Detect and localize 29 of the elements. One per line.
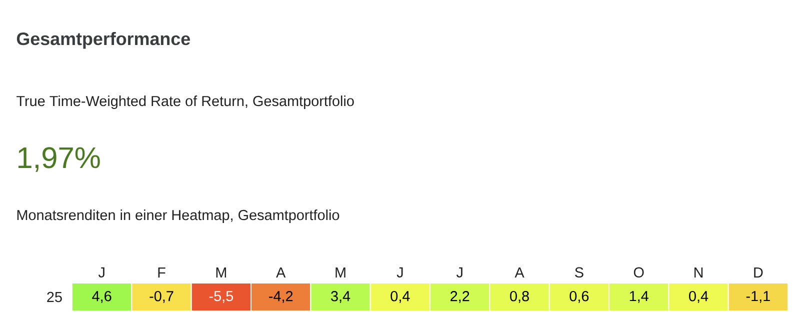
x-tick-label: A — [276, 268, 286, 278]
chart-subtitle: True Time-Weighted Rate of Return, Gesamtportfolio — [16, 96, 354, 109]
data-label: 4,6 — [92, 291, 112, 303]
data-label: 0,4 — [390, 291, 410, 303]
x-tick-label: S — [575, 267, 584, 278]
data-label: 2,2 — [450, 291, 470, 303]
x-tick-label: M — [216, 268, 226, 278]
x-tick-label: M — [336, 268, 346, 278]
text: 1,97% — [18, 147, 100, 172]
data-label: -4,2 — [269, 291, 293, 303]
x-tick-label: J — [396, 267, 403, 278]
x-tick-label: D — [754, 268, 763, 278]
data-label: 0,6 — [570, 291, 589, 303]
x-tick-label: J — [456, 267, 462, 278]
x-tick-label: F — [158, 268, 166, 278]
data-label: -0,7 — [150, 291, 174, 303]
x-tick-label: N — [694, 268, 703, 278]
data-label: 1,4 — [630, 291, 648, 303]
data-label: 0,4 — [689, 291, 708, 303]
x-tick-label: A — [514, 268, 524, 278]
data-label: -5,5 — [209, 291, 234, 303]
text: Monatsrenditen in einer Heatmap, Gesamtportfolio — [17, 210, 340, 223]
data-label: 3,4 — [331, 291, 350, 303]
data-label: -1,1 — [746, 291, 770, 303]
data-label: 0,8 — [510, 291, 529, 303]
chart-title: Gesamtperformance — [16, 32, 190, 49]
x-tick-label: J — [98, 267, 104, 278]
y-tick-label: 25 — [47, 292, 62, 302]
x-tick-label: O — [634, 267, 644, 278]
